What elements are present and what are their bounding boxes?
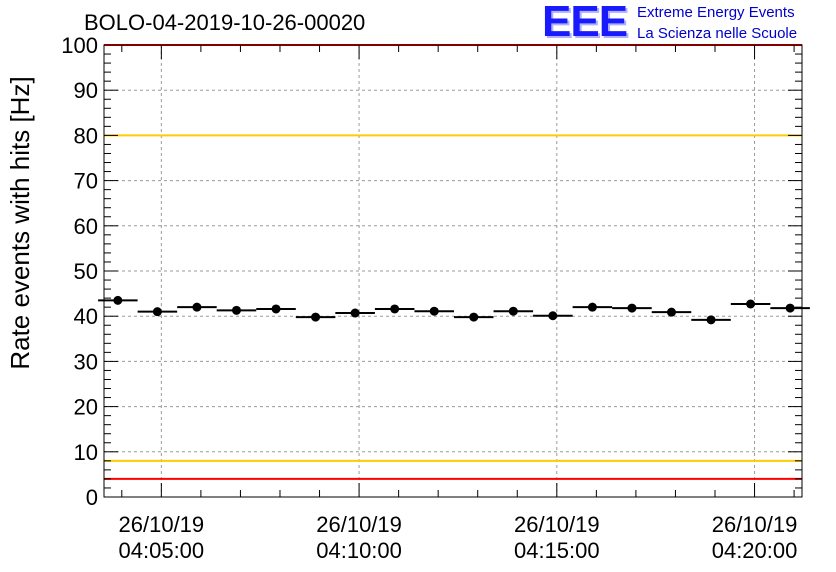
y-tick-label: 0 — [86, 485, 98, 510]
eee-logo: EEE Extreme Energy Events La Scienza nel… — [542, 0, 832, 46]
data-marker — [627, 303, 637, 313]
y-tick-label: 90 — [74, 78, 98, 103]
data-point — [651, 307, 692, 317]
data-point — [691, 315, 731, 325]
data-marker — [311, 312, 321, 322]
x-tick-label-date: 26/10/19 — [316, 512, 402, 537]
data-point — [612, 303, 652, 313]
data-marker — [113, 295, 123, 305]
y-axis-label: Rate events with hits [Hz] — [5, 76, 35, 369]
data-marker — [152, 307, 162, 317]
data-marker — [785, 303, 795, 313]
data-marker — [548, 311, 558, 321]
chart-title: BOLO-04-2019-10-26-00020 — [84, 10, 366, 35]
data-marker — [429, 306, 439, 316]
y-tick-label: 10 — [74, 440, 98, 465]
data-marker — [706, 315, 716, 325]
data-point — [770, 303, 810, 313]
data-marker — [231, 305, 241, 315]
y-tick-label: 80 — [74, 123, 98, 148]
data-point — [730, 299, 771, 309]
data-point — [374, 304, 415, 314]
data-point — [572, 302, 613, 312]
data-point — [137, 307, 178, 317]
y-tick-label: 50 — [74, 259, 98, 284]
data-marker — [469, 312, 479, 322]
data-point — [335, 308, 375, 318]
x-tick-label-date: 26/10/19 — [514, 512, 600, 537]
x-tick-label-date: 26/10/19 — [119, 512, 205, 537]
data-point — [533, 311, 573, 321]
x-tick-label-date: 26/10/19 — [712, 512, 798, 537]
data-marker — [587, 302, 597, 312]
y-tick-label: 40 — [74, 304, 98, 329]
y-tick-label: 60 — [74, 214, 98, 239]
data-marker — [508, 306, 518, 316]
data-marker — [350, 308, 360, 318]
y-tick-label: 30 — [74, 349, 98, 374]
data-marker — [666, 307, 676, 317]
data-point — [453, 312, 494, 322]
data-marker — [271, 304, 281, 314]
logo-line-2: La Scienza nelle Scuole — [637, 25, 798, 42]
data-point — [493, 306, 534, 316]
data-marker — [192, 302, 202, 312]
y-tick-label: 70 — [74, 169, 98, 194]
x-tick-label-time: 04:05:00 — [119, 538, 205, 563]
data-point — [216, 305, 257, 315]
data-point — [295, 312, 336, 322]
logo-mark: EEE — [542, 0, 628, 46]
x-tick-label-time: 04:10:00 — [316, 538, 402, 563]
y-tick-label: 100 — [61, 33, 98, 58]
data-point — [177, 302, 217, 312]
x-tick-label-time: 04:20:00 — [712, 538, 798, 563]
data-marker — [746, 299, 756, 309]
data-point — [414, 306, 454, 316]
data-point — [256, 304, 296, 314]
y-tick-label: 20 — [74, 395, 98, 420]
logo-line-1: Extreme Energy Events — [637, 4, 795, 21]
data-point — [98, 295, 138, 305]
x-tick-label-time: 04:15:00 — [514, 538, 600, 563]
data-marker — [390, 304, 400, 314]
